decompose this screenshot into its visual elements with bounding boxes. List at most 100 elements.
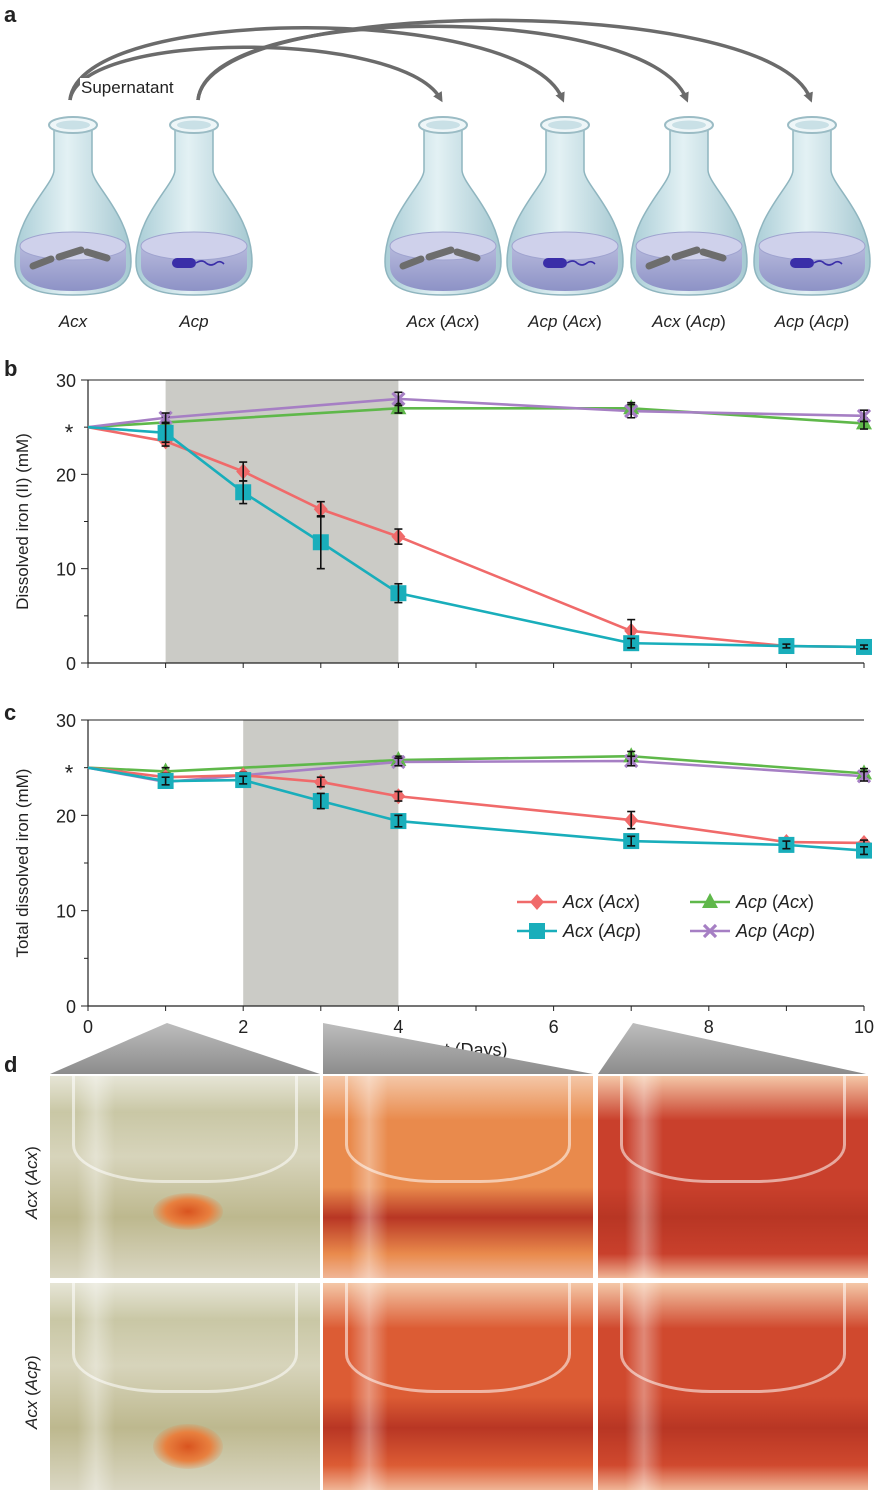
- panel-a-label: a: [4, 2, 17, 27]
- x-tick-label: 2: [238, 1017, 248, 1037]
- flask-label-main: Acp: [774, 312, 804, 331]
- flagellum: [813, 260, 843, 266]
- flask-glass-outline: [344, 1283, 572, 1393]
- glass-highlight: [625, 1283, 663, 1490]
- y-tick-label: 30: [56, 711, 76, 731]
- legend-label: Acp (Acx): [735, 892, 814, 912]
- supernatant-arrows: [68, 18, 813, 103]
- legend: Acx (Acx) Acx (Acp) Acp (Acx) Acp (Acp): [517, 892, 815, 941]
- supernatant-label: Supernatant: [80, 78, 175, 98]
- series-line: [87, 425, 865, 649]
- rod-cell: [699, 248, 727, 262]
- series-line: [87, 766, 865, 852]
- series-line: [87, 425, 865, 649]
- glass-highlight: [625, 1076, 663, 1278]
- zoom-wedge-day1: [50, 1023, 320, 1074]
- flask-diagram: [14, 18, 871, 296]
- glass-highlight: [350, 1283, 388, 1490]
- flask-group: [14, 116, 871, 296]
- y-tick-label: 0: [66, 997, 76, 1017]
- flask-glass-outline: [344, 1076, 572, 1183]
- target-flask-label-2: Acx (Acp): [652, 312, 726, 331]
- zoom-wedge-day7: [598, 1023, 866, 1074]
- y-tick-label: 30: [56, 371, 76, 391]
- supernatant-arrow-2: [196, 24, 689, 103]
- flask-photo-row2-col2: [323, 1283, 593, 1490]
- flask-4: [630, 116, 748, 296]
- shaded-region: [165, 380, 399, 663]
- source-flask-label-1: Acp: [134, 312, 254, 332]
- flask-photo-row1-col2: [323, 1076, 593, 1278]
- rod-cell: [645, 255, 671, 270]
- rod-cell: [83, 248, 111, 262]
- y-axis-label: Total dissolved iron (mM): [13, 769, 32, 958]
- x-tick-label: 0: [83, 1017, 93, 1037]
- zoom-wedges: [50, 1023, 866, 1074]
- photo-row-label-2: Acx (Acp): [22, 1354, 41, 1429]
- flask-opening: [795, 120, 829, 130]
- supernatant-arrow-3: [196, 18, 813, 103]
- flask-opening: [672, 120, 706, 130]
- flagellum: [195, 260, 225, 266]
- spirillum-cell: [172, 258, 196, 268]
- initial-value-marker: *: [65, 761, 74, 786]
- rod-cell: [671, 246, 701, 261]
- panel-c-label: c: [4, 700, 17, 725]
- flask-liquid-surface: [511, 231, 619, 261]
- spirillum-cell: [790, 258, 814, 268]
- flask-5: [753, 116, 871, 296]
- flask-photo-row1-col1: [50, 1076, 320, 1278]
- flask-label-main: Acx: [58, 312, 88, 331]
- flask-opening: [426, 120, 460, 130]
- x-tick-label: 4: [393, 1017, 403, 1037]
- flask-glass-outline: [71, 1283, 299, 1393]
- flask-label-main: Acp: [179, 312, 209, 331]
- panel-b-label: b: [4, 356, 18, 381]
- row-label-main: Acx: [22, 1190, 41, 1219]
- y-axis-label: Dissolved iron (II) (mM): [13, 433, 32, 610]
- flask-glass-outline: [619, 1076, 847, 1183]
- initial-value-marker: *: [65, 420, 74, 445]
- sediment: [152, 1423, 223, 1470]
- flask-label-supernatant: Acx: [567, 312, 597, 331]
- spirillum-cell: [543, 258, 567, 268]
- glass-highlight: [77, 1076, 115, 1278]
- flask-3: [506, 116, 624, 296]
- photo-row-label-1: Acx (Acx): [22, 1146, 41, 1219]
- flask-2: [384, 116, 502, 296]
- supernatant-arrow-0: [68, 45, 443, 103]
- supernatant-arrow-1: [68, 26, 565, 103]
- flask-label-main: Acx: [652, 312, 681, 331]
- legend-label: Acx (Acx): [562, 892, 640, 912]
- flask-glass-outline: [619, 1283, 847, 1393]
- rod-cell: [399, 255, 425, 270]
- flagellum: [566, 260, 596, 266]
- flask-label-supernatant: Acp: [814, 312, 844, 331]
- source-flask-label-0: Acx: [13, 312, 133, 332]
- y-tick-label: 0: [66, 654, 76, 674]
- rod-cell: [453, 248, 481, 262]
- glass-highlight: [77, 1283, 115, 1490]
- glass-highlight: [350, 1076, 388, 1278]
- flask-label-main: Acp: [528, 312, 558, 331]
- target-flask-label-3: Acp (Acp): [774, 312, 850, 331]
- triangle-marker: [702, 893, 718, 908]
- diamond-marker: [530, 894, 544, 910]
- flask-photo-row1-col3: [598, 1076, 868, 1278]
- target-flask-label-1: Acp (Acx): [528, 312, 602, 331]
- flask-1: [135, 116, 253, 296]
- x-tick-label: 6: [549, 1017, 559, 1037]
- rod-cell: [29, 255, 55, 270]
- rod-cell: [55, 246, 85, 261]
- row-label-main: Acx: [22, 1400, 41, 1429]
- x-marker: [702, 923, 718, 939]
- flask-opening: [56, 120, 90, 130]
- legend-label: Acx (Acp): [562, 921, 641, 941]
- flask-glass-outline: [71, 1076, 299, 1183]
- zoom-wedge-day3: [323, 1023, 593, 1074]
- flask-opening: [548, 120, 582, 130]
- row-label-supernatant: Acx: [22, 1151, 41, 1181]
- y-tick-label: 10: [56, 560, 76, 580]
- y-tick-label: 10: [56, 902, 76, 922]
